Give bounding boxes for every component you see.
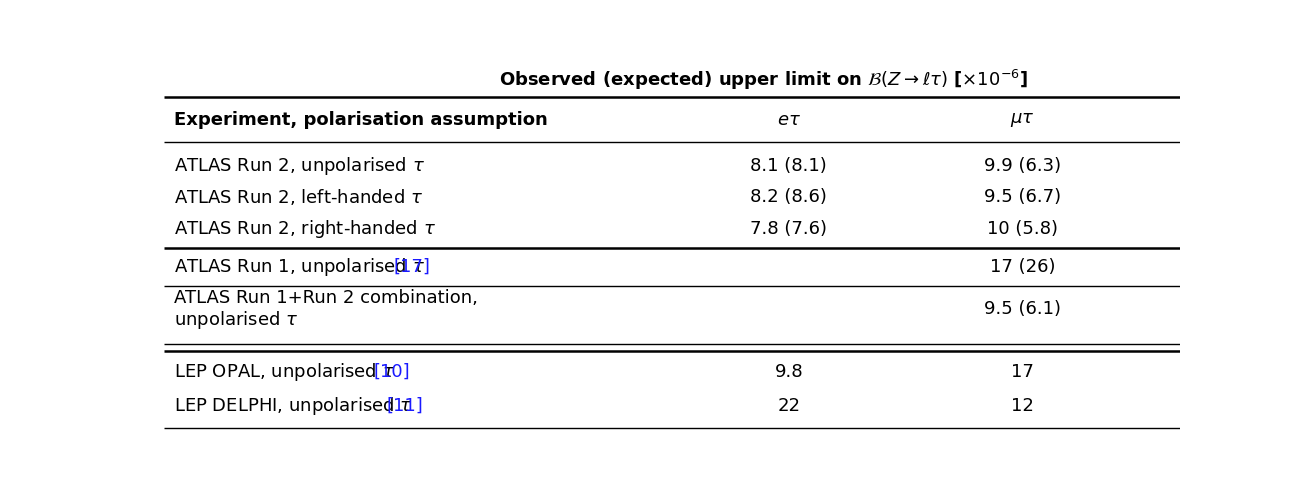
Text: ATLAS Run 2, right-handed $\tau$: ATLAS Run 2, right-handed $\tau$ xyxy=(174,218,437,240)
Text: ATLAS Run 1, unpolarised $\tau$: ATLAS Run 1, unpolarised $\tau$ xyxy=(174,256,425,277)
Text: 22: 22 xyxy=(777,397,800,415)
Text: ATLAS Run 1+Run 2 combination,: ATLAS Run 1+Run 2 combination, xyxy=(174,289,479,307)
Text: LEP OPAL, unpolarised $\tau$: LEP OPAL, unpolarised $\tau$ xyxy=(174,361,395,383)
Text: LEP DELPHI, unpolarised $\tau$: LEP DELPHI, unpolarised $\tau$ xyxy=(174,395,413,417)
Text: Experiment, polarisation assumption: Experiment, polarisation assumption xyxy=(174,111,548,128)
Text: 12: 12 xyxy=(1011,397,1034,415)
Text: 9.8: 9.8 xyxy=(775,363,804,381)
Text: Observed (expected) upper limit on $\mathcal{B}(Z \to \ell\tau)$ [$\times10^{-6}: Observed (expected) upper limit on $\mat… xyxy=(499,68,1028,92)
Text: 7.8 (7.6): 7.8 (7.6) xyxy=(750,220,827,238)
Text: 10 (5.8): 10 (5.8) xyxy=(987,220,1058,238)
Text: 8.1 (8.1): 8.1 (8.1) xyxy=(750,157,827,175)
Text: unpolarised $\tau$: unpolarised $\tau$ xyxy=(174,309,298,332)
Text: [11]: [11] xyxy=(387,397,423,415)
Text: $\mu\tau$: $\mu\tau$ xyxy=(1009,111,1034,128)
Text: ATLAS Run 2, unpolarised $\tau$: ATLAS Run 2, unpolarised $\tau$ xyxy=(174,155,425,177)
Text: 9.9 (6.3): 9.9 (6.3) xyxy=(983,157,1061,175)
Text: ATLAS Run 2, left-handed $\tau$: ATLAS Run 2, left-handed $\tau$ xyxy=(174,187,423,207)
Text: [10]: [10] xyxy=(374,363,410,381)
Text: [17]: [17] xyxy=(393,258,431,276)
Text: 17 (26): 17 (26) xyxy=(990,258,1055,276)
Text: 17: 17 xyxy=(1011,363,1034,381)
Text: 9.5 (6.1): 9.5 (6.1) xyxy=(985,300,1061,318)
Text: 8.2 (8.6): 8.2 (8.6) xyxy=(750,188,827,206)
Text: 9.5 (6.7): 9.5 (6.7) xyxy=(983,188,1061,206)
Text: $e\tau$: $e\tau$ xyxy=(776,111,801,128)
